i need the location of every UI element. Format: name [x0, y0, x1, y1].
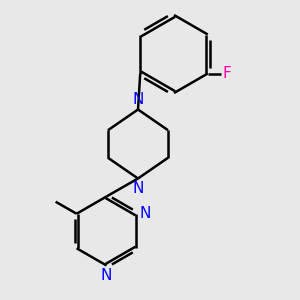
Text: F: F: [223, 66, 232, 81]
Text: N: N: [132, 181, 144, 196]
Text: N: N: [101, 268, 112, 284]
Text: N: N: [140, 206, 151, 221]
Text: N: N: [132, 92, 144, 107]
